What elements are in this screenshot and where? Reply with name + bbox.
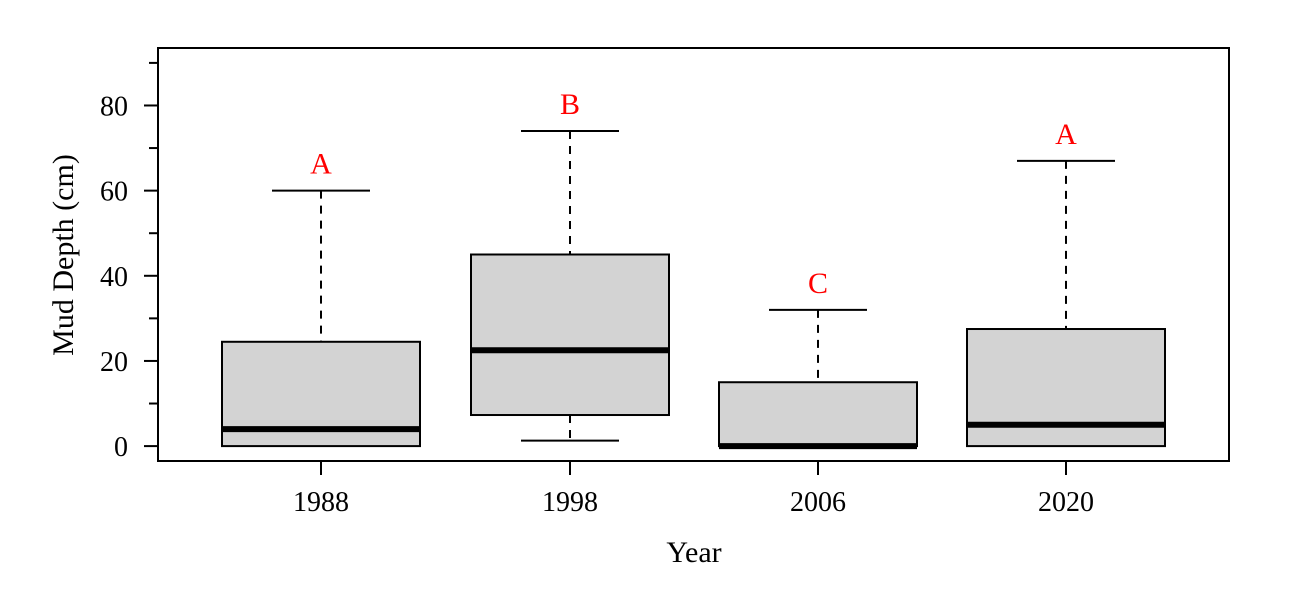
box-2006: C xyxy=(718,267,918,450)
iqr-box xyxy=(470,253,670,417)
box-1998: B xyxy=(470,88,670,442)
y-tick-label: 40 xyxy=(100,262,128,293)
x-tick-label: 2006 xyxy=(790,487,846,518)
x-axis-title: Year xyxy=(666,536,721,569)
y-tick-label: 60 xyxy=(100,177,128,208)
y-tick-label: 20 xyxy=(100,347,128,378)
significance-letter: C xyxy=(808,267,828,300)
significance-letter: A xyxy=(1055,118,1077,151)
iqr-box xyxy=(718,381,918,448)
iqr-box xyxy=(966,328,1166,448)
y-axis-title: Mud Depth (cm) xyxy=(47,154,80,356)
x-tick-label: 1998 xyxy=(542,487,598,518)
significance-letter: B xyxy=(560,88,580,121)
y-tick-label: 80 xyxy=(100,91,128,122)
x-tick-label: 2020 xyxy=(1038,487,1094,518)
y-tick-label: 0 xyxy=(114,432,128,463)
box-series: A B C A xyxy=(221,88,1166,450)
y-axis: 0 20 40 60 80 xyxy=(100,61,158,463)
significance-letter: A xyxy=(310,148,332,181)
box-1988: A xyxy=(221,148,421,448)
x-axis: 1988 1998 2006 2020 xyxy=(293,461,1094,518)
plot-frame xyxy=(157,47,1230,462)
box-2020: A xyxy=(966,118,1166,448)
x-tick-label: 1988 xyxy=(293,487,349,518)
